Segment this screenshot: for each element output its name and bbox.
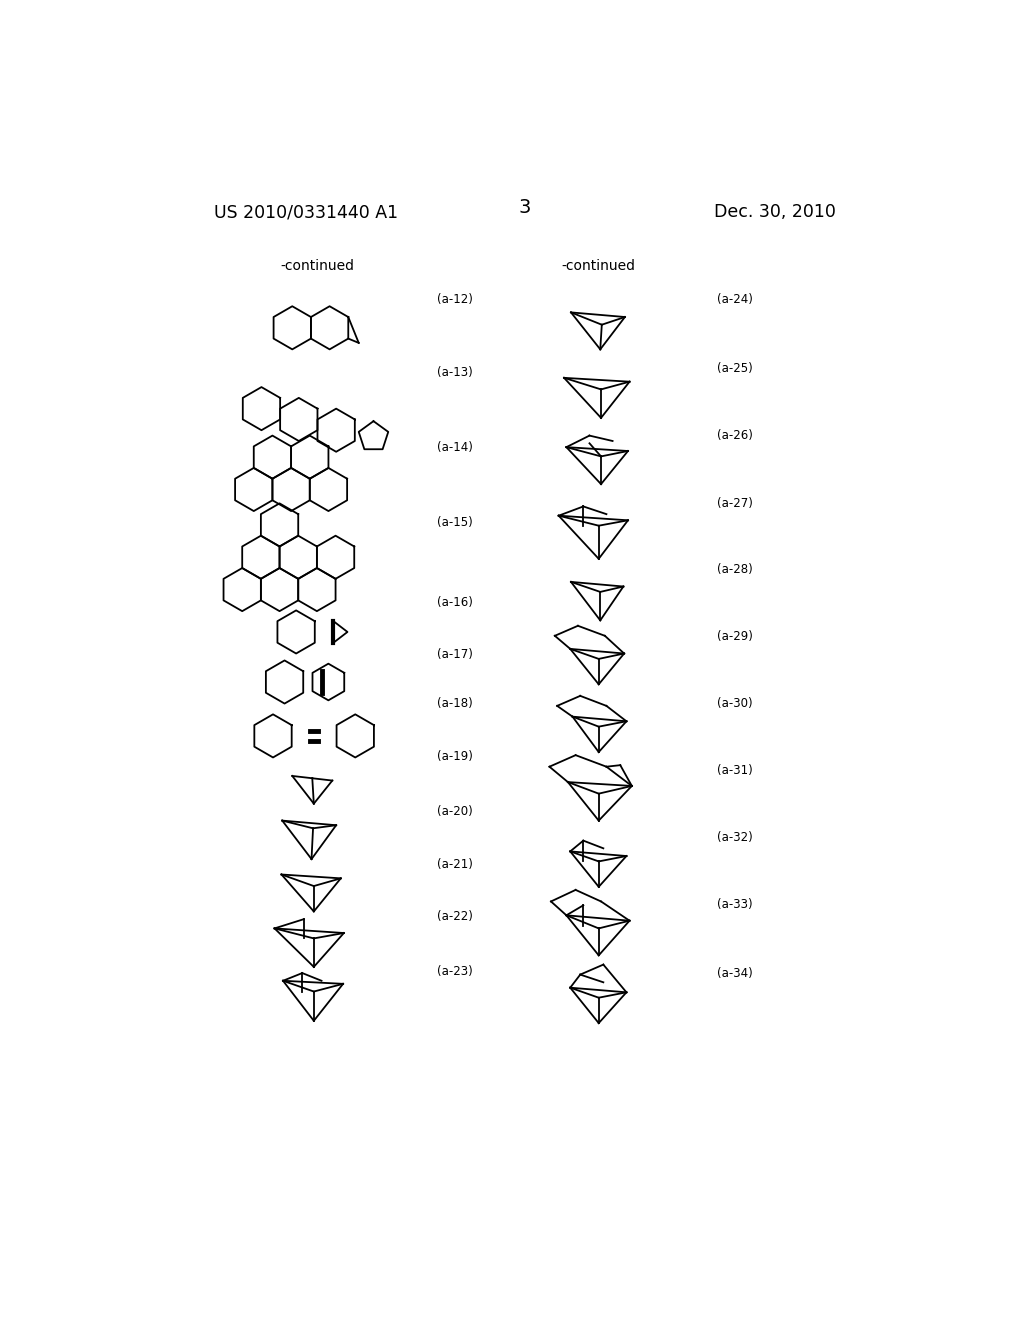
Text: (a-22): (a-22) (437, 909, 473, 923)
Text: (a-12): (a-12) (437, 293, 473, 306)
Text: US 2010/0331440 A1: US 2010/0331440 A1 (214, 203, 398, 220)
Text: (a-20): (a-20) (437, 805, 473, 818)
Text: (a-15): (a-15) (437, 516, 473, 529)
Text: (a-30): (a-30) (717, 697, 753, 710)
Text: (a-25): (a-25) (717, 362, 753, 375)
Text: (a-14): (a-14) (437, 441, 473, 454)
Text: (a-13): (a-13) (437, 367, 473, 379)
Text: (a-23): (a-23) (437, 965, 473, 978)
Text: (a-32): (a-32) (717, 832, 753, 845)
Text: -continued: -continued (280, 259, 354, 272)
Text: Dec. 30, 2010: Dec. 30, 2010 (714, 203, 836, 220)
Text: (a-33): (a-33) (717, 898, 753, 911)
Text: (a-21): (a-21) (437, 858, 473, 871)
Text: -continued: -continued (562, 259, 636, 272)
Text: (a-31): (a-31) (717, 763, 753, 776)
Text: 3: 3 (518, 198, 531, 218)
Text: (a-29): (a-29) (717, 631, 754, 643)
Text: (a-28): (a-28) (717, 564, 753, 577)
Text: (a-26): (a-26) (717, 429, 754, 442)
Text: (a-19): (a-19) (437, 750, 473, 763)
Text: (a-27): (a-27) (717, 498, 754, 511)
Text: (a-34): (a-34) (717, 966, 753, 979)
Text: (a-18): (a-18) (437, 697, 473, 710)
Text: (a-16): (a-16) (437, 595, 473, 609)
Text: (a-17): (a-17) (437, 648, 473, 661)
Text: (a-24): (a-24) (717, 293, 754, 306)
